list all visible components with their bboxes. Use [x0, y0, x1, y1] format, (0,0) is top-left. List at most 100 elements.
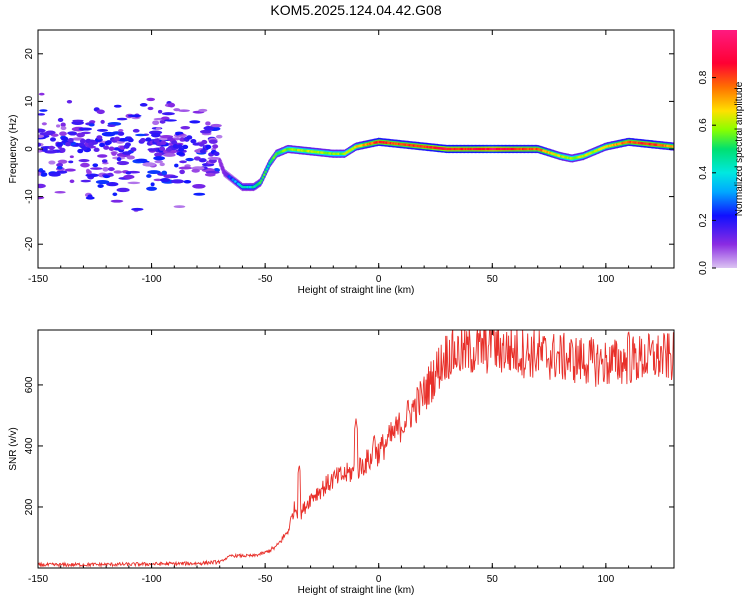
colorbar: 0.0 0.2 0.4 0.6 0.8 Normalized spectral ampl… [698, 30, 745, 275]
x-tick-label: -150 [28, 274, 48, 285]
spectrogram-cell [139, 103, 148, 107]
spectrogram-cell [69, 179, 75, 184]
spectrogram-cell [180, 125, 191, 130]
spectrogram-cell [159, 119, 166, 124]
spectrogram-cell [56, 124, 61, 128]
spectrogram-cell [272, 156, 276, 159]
snr-series-line [38, 330, 674, 568]
spectrogram-cell [178, 166, 193, 170]
spectrogram-cell [79, 138, 86, 144]
spectrogram-cell [56, 142, 63, 147]
spectrogram-cell [105, 140, 112, 145]
spectrogram-cell [103, 145, 110, 150]
spectrogram-cell [38, 172, 42, 176]
snr-marks [38, 330, 674, 568]
spectrogram-cell [271, 158, 274, 161]
spectrogram-cell [38, 113, 45, 116]
spectrogram-cell [190, 138, 197, 144]
spectrogram-cell [139, 137, 146, 143]
spectrogram-cell [160, 116, 170, 121]
spectrogram-cell [212, 144, 219, 149]
spectrogram-cell [49, 137, 56, 142]
colorbar-label: Normalized spectral amplitude [734, 81, 745, 216]
spectrogram-cell [186, 135, 193, 140]
spectrogram-cell [88, 123, 95, 127]
spectrogram-marks [38, 92, 674, 213]
spectrogram-cell [185, 157, 194, 162]
spectrogram-cell [108, 146, 115, 151]
spectrogram-cell [182, 144, 189, 150]
spectrogram-cell [173, 108, 181, 112]
spectrogram-y-axis-label: Frequency (Hz) [8, 115, 19, 184]
spectrogram-cell [113, 104, 122, 108]
spectrogram-cell [178, 147, 185, 152]
spectrogram-cell [107, 167, 115, 172]
spectrogram-cell [191, 168, 200, 173]
spectrogram-cell [127, 181, 141, 185]
spectrogram-cell [130, 147, 137, 152]
spectrogram-cell [78, 142, 85, 147]
spectrogram-cell [213, 151, 220, 157]
spectrogram-cell [72, 119, 84, 123]
x-tick-label: 50 [487, 574, 499, 585]
spectrogram-cell [210, 123, 222, 128]
spectrogram-cell [96, 154, 108, 158]
spectrogram-cell [163, 153, 176, 157]
spectrogram-cell [56, 163, 64, 168]
spectrogram-cell [92, 163, 99, 168]
spectrogram-cell [110, 199, 124, 203]
spectrogram-cell [64, 168, 76, 172]
spectrogram-cell [60, 122, 66, 127]
spectrogram-cell [153, 138, 160, 143]
spectrogram-cell [101, 131, 116, 137]
spectrogram-cell [146, 186, 158, 191]
x-tick-label: -100 [142, 574, 162, 585]
spectrogram-cell [116, 187, 130, 193]
y-tick-label: -10 [24, 189, 35, 204]
spectrogram-cell [203, 126, 215, 131]
spectrogram-cell [199, 129, 212, 134]
spectrogram-cell [57, 159, 68, 164]
spectrogram-cell [56, 170, 68, 174]
spectrogram-cell [198, 108, 208, 112]
spectrogram-cell [78, 127, 93, 131]
spectrogram-cell [38, 92, 45, 96]
x-tick-label: 100 [598, 574, 615, 585]
spectrogram-cell [159, 146, 166, 151]
spectrogram-cell [39, 109, 48, 112]
spectrogram-cell [132, 128, 140, 133]
spectrogram-cell [38, 128, 46, 133]
spectrogram-cell [135, 133, 147, 137]
spectrogram-cell [167, 102, 176, 108]
spectrogram-cell [147, 170, 161, 175]
spectrogram-cell [193, 192, 206, 196]
spectrogram-cell [154, 160, 163, 164]
spectrogram-cell [38, 142, 41, 147]
spectrogram-cell [95, 179, 110, 185]
spectrogram-cell [112, 192, 118, 197]
spectrogram-cell [96, 109, 105, 115]
spectrogram-cell [265, 167, 269, 171]
spectrogram-cell [69, 155, 74, 159]
spectrogram-cell [85, 173, 99, 178]
spectrogram-cell [142, 162, 156, 167]
spectrogram-cell [41, 147, 48, 152]
spectrogram-cell [151, 132, 161, 138]
spectrogram-cell [127, 114, 142, 118]
colorbar-ticks: 0.0 0.2 0.4 0.6 0.8 [698, 70, 716, 275]
colorbar-tick-label: 0.2 [698, 213, 709, 227]
spectrogram-cell [38, 134, 45, 138]
spectrogram-cell [157, 109, 163, 114]
spectrogram-cell [174, 163, 179, 168]
x-tick-label: -100 [142, 274, 162, 285]
spectrogram-cell [48, 172, 61, 177]
spectrogram-cell [67, 131, 77, 135]
spectrogram-cell [101, 159, 108, 163]
spectrogram-cell [126, 155, 135, 160]
spectrogram-cell [62, 136, 69, 142]
spectrogram-cell [266, 164, 270, 168]
y-tick-label: 20 [24, 48, 35, 60]
